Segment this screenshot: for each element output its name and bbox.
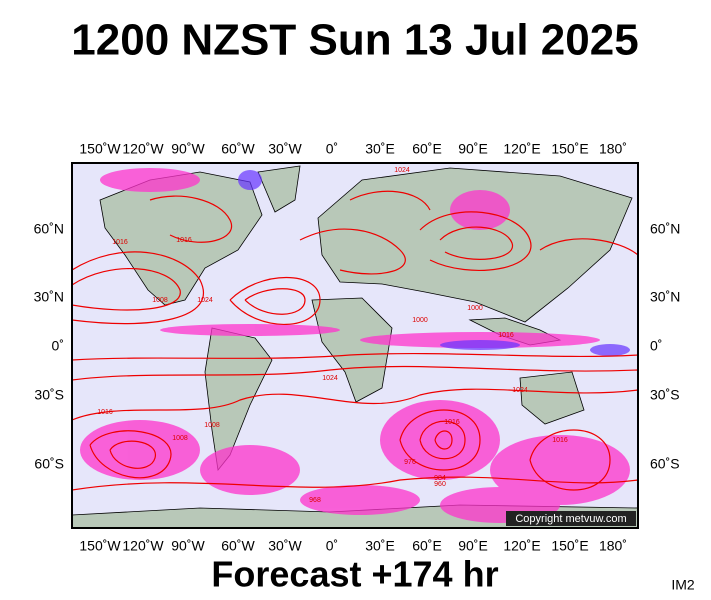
latitude-label-right: 60˚S (650, 456, 680, 472)
isobar-label: 976 (404, 459, 416, 466)
longitude-label-top: 90˚W (171, 141, 205, 157)
isobar-label: 1016 (498, 332, 514, 339)
isobar-label: 1000 (467, 305, 483, 312)
isobar-label: 1016 (176, 237, 192, 244)
longitude-label-top: 30˚W (268, 141, 302, 157)
longitude-label-bottom: 30˚E (365, 538, 395, 554)
map-frame (71, 162, 639, 529)
isobar-label: 968 (309, 497, 321, 504)
longitude-label-bottom: 150˚W (79, 538, 121, 554)
latitude-label-right: 30˚N (650, 289, 680, 305)
longitude-label-top: 90˚E (458, 141, 488, 157)
isobar-label: 1016 (112, 239, 128, 246)
map: 1024 1016 1008 1016 1024 1016 1008 1000 1016 1024… (72, 163, 638, 528)
longitude-label-top: 60˚E (412, 141, 442, 157)
copyright: Copyright metvuw.com (515, 513, 626, 525)
isobar-label: 1016 (97, 409, 113, 416)
isobar-label: 1024 (512, 387, 528, 394)
isobar-label: 1024 (197, 297, 213, 304)
forecast: Forecast +174 hr (211, 554, 498, 595)
latitude-label-left: 60˚S (34, 456, 64, 472)
longitude-label-top: 120˚W (122, 141, 164, 157)
copyright-box (506, 511, 636, 526)
longitude-label-top: 30˚E (365, 141, 395, 157)
latitude-label-right: 60˚N (650, 221, 680, 237)
longitude-label-top: 180˚ (599, 141, 627, 157)
longitude-label-top: 60˚W (221, 141, 255, 157)
title: 1200 NZST Sun 13 Jul 2025 (71, 16, 638, 65)
latitude-label-right: 0˚ (650, 338, 662, 354)
latitude-label-left: 30˚N (34, 289, 64, 305)
longitude-label-top: 150˚E (551, 141, 588, 157)
latitude-label-right: 30˚S (650, 387, 680, 403)
longitude-label-bottom: 120˚W (122, 538, 164, 554)
longitude-label-bottom: 120˚E (503, 538, 540, 554)
longitude-label-top: 0˚ (326, 141, 338, 157)
isobar-label: 1008 (152, 297, 168, 304)
isobar-label: 1024 (394, 167, 410, 174)
longitude-label-top: 120˚E (503, 141, 540, 157)
latitude-label-left: 0˚ (52, 338, 64, 354)
longitude-label-bottom: 60˚W (221, 538, 255, 554)
isobar-label: 1008 (172, 435, 188, 442)
longitude-label-bottom: 0˚ (326, 538, 338, 554)
isobar-label: 984 (434, 475, 446, 482)
longitude-label-bottom: 180˚ (599, 538, 627, 554)
latitude-label-left: 60˚N (34, 221, 64, 237)
isobar-label: 1024 (322, 375, 338, 382)
latitude-label-left: 30˚S (34, 387, 64, 403)
image-id: IM2 (671, 577, 695, 593)
isobar-label: 1016 (444, 419, 460, 426)
longitude-label-bottom: 150˚E (551, 538, 588, 554)
longitude-label-bottom: 90˚W (171, 538, 205, 554)
isobar-label: 1000 (412, 317, 428, 324)
isobar-label: 1008 (204, 422, 220, 429)
longitude-label-bottom: 90˚E (458, 538, 488, 554)
longitude-label-bottom: 30˚W (268, 538, 302, 554)
isobar-label: 1016 (552, 437, 568, 444)
longitude-label-bottom: 60˚E (412, 538, 442, 554)
isobar-label: 960 (434, 481, 446, 488)
longitude-label-top: 150˚W (79, 141, 121, 157)
